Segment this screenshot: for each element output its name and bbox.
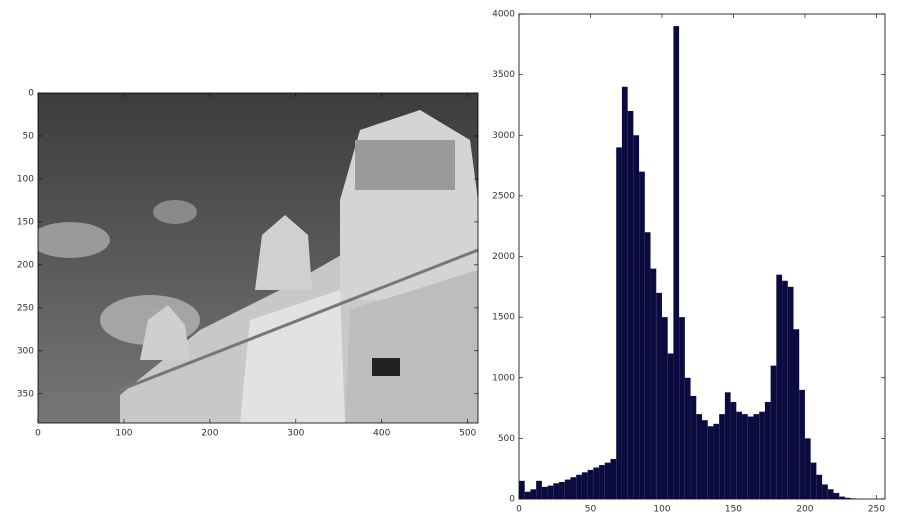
bar: [702, 420, 708, 499]
bar: [782, 280, 788, 499]
bar: [610, 458, 617, 499]
bar: [536, 480, 542, 499]
bar: [799, 389, 805, 499]
bar: [730, 402, 737, 499]
x-tick-label: 200: [201, 429, 218, 439]
bar: [553, 483, 560, 499]
bar: [787, 286, 794, 499]
y-tick-label: 2000: [492, 252, 515, 262]
y-tick-label: 250: [17, 303, 34, 313]
bar: [564, 479, 571, 499]
y-tick-label: 300: [17, 346, 34, 356]
bar: [844, 497, 851, 499]
x-tick-label: 400: [373, 429, 390, 439]
x-tick-label: 150: [725, 505, 742, 514]
bar: [839, 496, 845, 499]
y-tick-label: 0: [509, 495, 515, 505]
bar: [719, 414, 725, 499]
bar: [627, 111, 634, 499]
bar: [524, 491, 531, 499]
x-tick-label: 0: [516, 505, 522, 514]
bar: [633, 135, 640, 499]
bar: [639, 171, 645, 499]
bar: [827, 489, 834, 499]
bar: [673, 26, 680, 499]
bar: [776, 274, 783, 499]
bar: [576, 474, 582, 499]
bar: [587, 469, 594, 499]
bar: [713, 423, 720, 499]
bar: [707, 426, 714, 499]
bar: [661, 317, 668, 499]
bar: [690, 395, 697, 499]
bar: [616, 147, 622, 499]
bar: [759, 411, 765, 499]
y-tick-label: 350: [17, 389, 34, 399]
y-tick-label: 3000: [492, 131, 515, 141]
y-tick-label: 500: [498, 434, 515, 444]
bar: [599, 465, 605, 499]
y-tick-label: 3500: [492, 70, 515, 80]
bar: [793, 329, 800, 499]
x-tick-label: 500: [459, 429, 476, 439]
bar: [696, 414, 702, 499]
bar: [570, 477, 577, 499]
y-tick-label: 150: [17, 217, 34, 227]
photo: [38, 93, 478, 423]
bar: [724, 392, 731, 499]
bar: [736, 411, 743, 499]
bar: [656, 292, 662, 499]
x-tick-label: 250: [868, 505, 885, 514]
bar: [770, 365, 777, 499]
bar: [804, 438, 811, 499]
bar: [764, 402, 771, 499]
y-tick-label: 200: [17, 260, 34, 270]
y-tick-label: 2500: [492, 191, 515, 201]
x-tick-label: 100: [115, 429, 132, 439]
bar: [753, 414, 760, 499]
y-tick-label: 1000: [492, 373, 515, 383]
bar: [684, 377, 691, 499]
y-tick-label: 50: [23, 131, 35, 141]
x-tick-label: 100: [653, 505, 670, 514]
image-frame: [37, 92, 479, 424]
bar: [644, 232, 651, 499]
bar: [604, 462, 611, 499]
x-tick-label: 0: [35, 429, 41, 439]
bar: [810, 462, 817, 499]
bar: [679, 317, 685, 499]
bar: [547, 485, 554, 499]
bar: [541, 486, 548, 499]
bar: [816, 474, 823, 499]
x-tick-label: 50: [585, 505, 597, 514]
bar: [621, 86, 628, 499]
bar: [519, 480, 525, 499]
bar: [833, 492, 840, 499]
bar: [667, 353, 674, 499]
y-tick-label: 0: [28, 89, 34, 99]
x-tick-label: 200: [796, 505, 813, 514]
bar: [850, 498, 857, 499]
bar: [822, 484, 828, 499]
bar: [650, 268, 657, 499]
y-tick-label: 100: [17, 174, 34, 184]
bar: [559, 482, 565, 499]
bar: [742, 414, 748, 499]
bar: [747, 416, 754, 499]
y-tick-label: 4000: [492, 10, 515, 20]
bar: [581, 472, 588, 499]
bar: [593, 467, 600, 499]
y-tick-label: 1500: [492, 313, 515, 323]
bar: [530, 489, 537, 499]
x-tick-label: 300: [287, 429, 304, 439]
